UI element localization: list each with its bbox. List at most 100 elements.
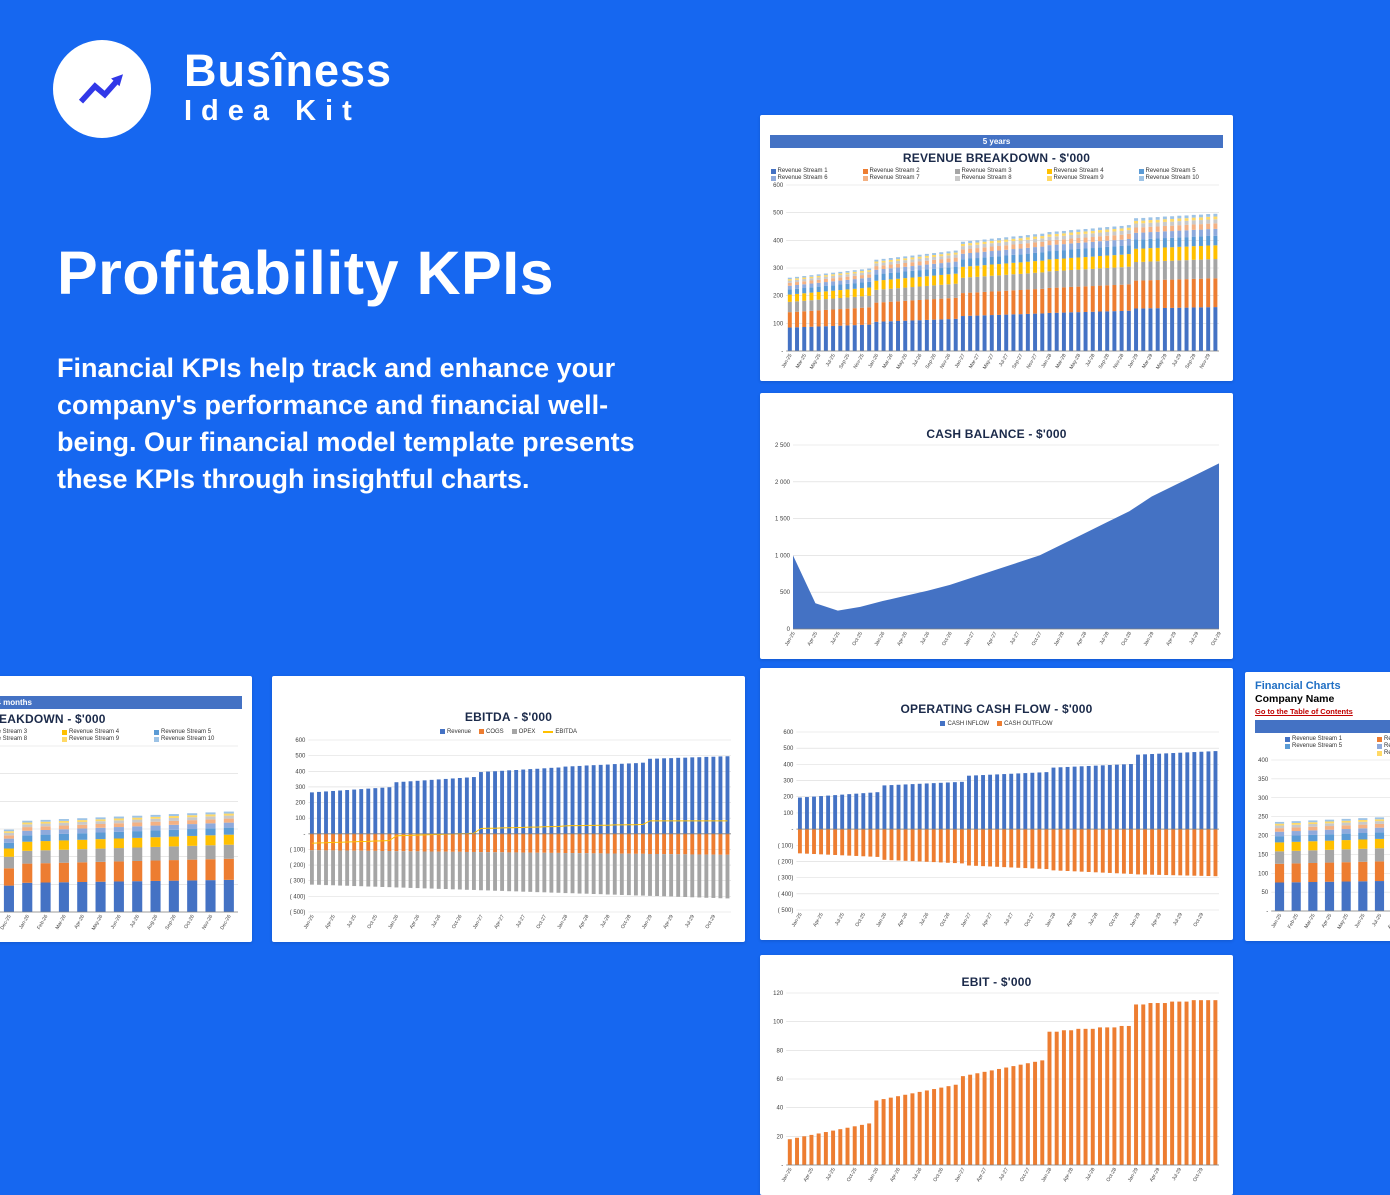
brand-name: Busîness Idea Kit	[184, 48, 392, 128]
svg-text:May-25: May-25	[809, 353, 823, 371]
svg-text:Apr-29: Apr-29	[1150, 912, 1163, 928]
svg-text:Jan-26: Jan-26	[18, 914, 31, 930]
svg-text:600: 600	[295, 738, 306, 744]
svg-text:Apr-26: Apr-26	[896, 631, 909, 647]
svg-text:Mar-26: Mar-26	[55, 914, 68, 931]
svg-text:40: 40	[777, 1106, 784, 1112]
svg-text:400: 400	[1258, 758, 1269, 764]
svg-text:Nov-26: Nov-26	[939, 353, 952, 370]
svg-text:Jan-28: Jan-28	[556, 914, 569, 930]
svg-text:Oct-25: Oct-25	[851, 631, 864, 647]
svg-text:Apr-29: Apr-29	[1149, 1167, 1162, 1183]
svg-text:( 100): ( 100)	[778, 843, 794, 849]
svg-text:Oct-27: Oct-27	[1031, 631, 1044, 647]
chart-legend: CASH INFLOW CASH OUTFLOW	[768, 719, 1225, 728]
svg-text:Feb-26: Feb-26	[36, 914, 49, 931]
period-banner	[1255, 720, 1390, 733]
svg-text:Jul-27: Jul-27	[515, 914, 527, 929]
svg-text:Apr-29: Apr-29	[662, 914, 675, 930]
svg-text:Jan-26: Jan-26	[875, 912, 888, 928]
svg-text:-: -	[781, 349, 783, 355]
svg-text:Jan-25: Jan-25	[781, 1167, 794, 1183]
svg-text:200: 200	[1258, 834, 1269, 840]
svg-text:80: 80	[777, 1048, 784, 1054]
financial-charts-card: Financial Charts Company Name Go to the …	[1245, 672, 1390, 941]
svg-text:Jul-25: Jul-25	[346, 914, 358, 929]
svg-text:Jul-29: Jul-29	[1188, 631, 1200, 646]
svg-text:Oct-29: Oct-29	[1210, 631, 1223, 647]
svg-text:Aug-26: Aug-26	[146, 914, 159, 931]
svg-text:Sep-25: Sep-25	[838, 353, 851, 370]
svg-text:Apr-27: Apr-27	[976, 1167, 989, 1183]
legend-item: COGS	[479, 727, 504, 736]
revenue-breakdown-24m-plot: 600500400300200100-Jan-25Feb-25Mar-25Apr…	[0, 742, 244, 936]
svg-text:Jul-25: Jul-25	[825, 1167, 837, 1182]
operating-cash-flow-plot: 600 500 400 300 200 100 - ( 100) ( 200) ( 300) ( 4…	[768, 728, 1225, 934]
svg-text:Jul-28: Jul-28	[1084, 1167, 1096, 1182]
svg-text:200: 200	[295, 801, 306, 807]
svg-text:Jul-26: Jul-26	[918, 912, 930, 927]
legend-item: Revenue Stream 6	[1377, 743, 1390, 749]
svg-text:Nov-28: Nov-28	[1112, 353, 1125, 370]
legend-item: Revenue Stream 5	[154, 729, 238, 735]
svg-text:350: 350	[1258, 777, 1269, 783]
svg-text:Jan-28: Jan-28	[1044, 912, 1057, 928]
svg-text:Apr-25: Apr-25	[802, 1167, 815, 1183]
svg-text:Mar-25: Mar-25	[1303, 913, 1316, 930]
legend-item: Revenue Stream 8	[954, 175, 1039, 181]
svg-text:100: 100	[1258, 871, 1269, 877]
svg-text:Jul-28: Jul-28	[599, 914, 611, 929]
svg-text:May-26: May-26	[91, 914, 105, 932]
svg-text:0: 0	[787, 627, 791, 633]
svg-text:Oct-27: Oct-27	[535, 914, 548, 930]
svg-text:-: -	[781, 1163, 783, 1169]
svg-text:Jul-28: Jul-28	[1084, 353, 1096, 368]
legend-item: CASH OUTFLOW	[997, 719, 1053, 728]
svg-text:( 300): ( 300)	[290, 879, 306, 885]
legend-item: Revenue Stream 2	[862, 168, 947, 174]
svg-text:1 000: 1 000	[775, 553, 791, 559]
svg-text:Oct-28: Oct-28	[1120, 631, 1133, 647]
svg-text:Jan-25: Jan-25	[1270, 913, 1283, 929]
ebitda-card: EBITDA - $'000 Revenue COGS OPEX EBITDA 600…	[272, 676, 745, 942]
table-of-contents-link[interactable]: Go to the Table of Contents	[1255, 707, 1353, 716]
svg-text:Jul-25: Jul-25	[1371, 913, 1383, 928]
svg-text:Aug-25: Aug-25	[1387, 913, 1390, 930]
svg-text:100: 100	[773, 321, 784, 327]
svg-text:Jun-25: Jun-25	[1354, 913, 1367, 929]
svg-text:Jan-27: Jan-27	[963, 631, 976, 647]
period-banner: 24 months	[0, 696, 242, 709]
svg-text:Apr-28: Apr-28	[1076, 631, 1089, 647]
svg-text:Oct-25: Oct-25	[366, 914, 379, 930]
svg-text:Jan-26: Jan-26	[867, 1167, 880, 1183]
svg-text:Sep-26: Sep-26	[164, 914, 177, 931]
svg-text:Jan-25: Jan-25	[791, 912, 804, 928]
svg-text:Jan-27: Jan-27	[960, 912, 973, 928]
svg-text:100: 100	[295, 816, 306, 822]
svg-text:Jul-29: Jul-29	[1171, 1167, 1183, 1182]
svg-text:Oct-28: Oct-28	[620, 914, 633, 930]
svg-text:Jan-28: Jan-28	[1053, 631, 1066, 647]
svg-text:Jan-27: Jan-27	[954, 1167, 967, 1183]
page-title: Profitability KPIs	[57, 239, 555, 307]
svg-text:Jul-29: Jul-29	[1171, 353, 1183, 368]
svg-text:Dec-26: Dec-26	[219, 914, 232, 931]
svg-text:50: 50	[1262, 890, 1269, 896]
svg-text:( 200): ( 200)	[290, 863, 306, 869]
svg-text:( 200): ( 200)	[778, 859, 794, 865]
svg-text:Jan-25: Jan-25	[303, 914, 316, 930]
svg-text:300: 300	[783, 779, 794, 785]
svg-text:20: 20	[777, 1134, 784, 1140]
legend-item: Revenue Stream 9	[1377, 750, 1390, 756]
svg-text:Oct-27: Oct-27	[1023, 912, 1036, 928]
chart-title: REVENUE BREAKDOWN - $'000	[902, 151, 1091, 165]
svg-text:May-28: May-28	[1069, 353, 1083, 371]
svg-text:Apr-25: Apr-25	[324, 914, 337, 930]
svg-text:Jan-29: Jan-29	[1143, 631, 1156, 647]
svg-text:Oct-26: Oct-26	[451, 914, 464, 930]
svg-text:Jul-26: Jul-26	[911, 1167, 923, 1182]
svg-text:Oct-26: Oct-26	[932, 1167, 945, 1183]
svg-text:200: 200	[783, 795, 794, 801]
